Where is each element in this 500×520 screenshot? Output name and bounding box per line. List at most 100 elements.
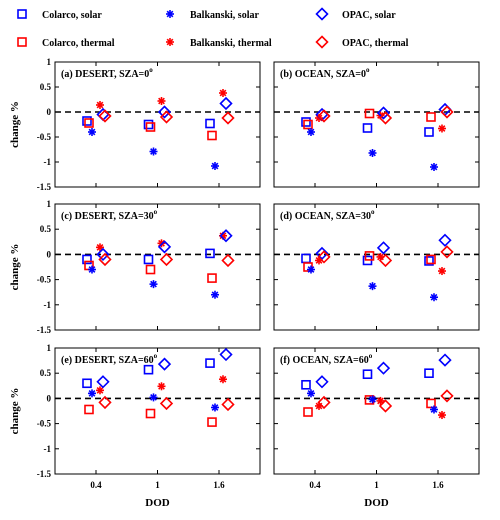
data-point xyxy=(88,389,96,398)
data-point xyxy=(440,389,454,403)
panel-title: (e) DESERT, SZA=60o xyxy=(61,352,158,366)
data-point xyxy=(368,282,377,291)
data-point xyxy=(378,111,393,125)
panel-title-superscript: o xyxy=(154,352,158,360)
legend-item: OPAC, thermal xyxy=(315,35,409,49)
legend-marker xyxy=(166,10,174,18)
panels: -1.5 -1 -0.5 0 0.5 1 (a) DESERT, SZA=0o change … xyxy=(9,57,480,509)
legend-label: Colarco, solar xyxy=(42,10,102,21)
data-point xyxy=(317,395,331,410)
data-point xyxy=(205,118,215,129)
panel: -1.5 -1 -0.5 0 0.5 1 (c) DESERT, SZA=30o change… xyxy=(9,199,261,335)
data-point xyxy=(211,162,219,170)
y-tick-label: -1 xyxy=(44,300,52,310)
data-point xyxy=(219,375,227,384)
legend-marker xyxy=(166,38,174,46)
data-point xyxy=(219,229,233,243)
x-axis-label: DOD xyxy=(364,497,389,509)
y-tick-label: -0.5 xyxy=(37,132,52,142)
data-point xyxy=(430,405,438,414)
x-tick-label: 1.6 xyxy=(432,480,444,490)
data-point xyxy=(317,109,331,123)
data-point xyxy=(376,361,391,375)
legend-item: OPAC, solar xyxy=(315,7,396,21)
y-tick-label: -0.5 xyxy=(37,275,52,285)
y-tick-label: -1.5 xyxy=(37,469,52,479)
data-point xyxy=(96,101,104,109)
data-point xyxy=(301,379,311,390)
panel-title-superscript: o xyxy=(149,66,153,74)
panel: 0.4 1 1.6 (f) OCEAN, SZA=60o DOD xyxy=(273,347,480,509)
data-point xyxy=(157,105,172,119)
data-point xyxy=(438,267,446,276)
data-point xyxy=(438,411,446,420)
data-point xyxy=(219,89,227,97)
x-tick-label: 1 xyxy=(374,480,379,490)
data-point xyxy=(424,368,434,379)
data-point xyxy=(426,254,436,265)
data-point xyxy=(98,252,112,267)
x-tick-label: 0.4 xyxy=(309,480,321,490)
data-point xyxy=(149,147,158,156)
data-point xyxy=(149,393,158,402)
data-point xyxy=(157,240,172,254)
data-point xyxy=(424,256,434,266)
panel: -1.5 -1 -0.5 0 0.5 1 0.4 1 1.6 (e) DESERT, SZA=60… xyxy=(9,343,261,509)
data-point xyxy=(303,407,313,417)
data-point xyxy=(221,111,235,125)
y-tick-label: 1 xyxy=(47,199,52,209)
data-point xyxy=(84,404,94,415)
y-tick-label: -1.5 xyxy=(37,182,52,192)
legend-item: Balkanski, solar xyxy=(166,10,259,21)
data-point xyxy=(315,246,329,261)
data-point xyxy=(207,273,217,283)
data-point xyxy=(362,123,373,133)
panel-title-superscript: o xyxy=(371,208,375,216)
legend: Colarco, solar Balkanski, solar OPAC, sola… xyxy=(17,7,409,49)
data-point xyxy=(96,247,110,262)
data-point xyxy=(88,265,96,274)
data-point xyxy=(317,250,331,264)
legend-label: Balkanski, thermal xyxy=(190,38,272,49)
data-point xyxy=(157,97,166,105)
legend-item: Balkanski, thermal xyxy=(166,38,272,49)
legend-marker xyxy=(17,9,27,19)
panel-title: (d) OCEAN, SZA=30o xyxy=(280,208,375,222)
data-point xyxy=(438,124,446,133)
data-point xyxy=(315,375,329,389)
y-tick-label: -1.5 xyxy=(37,325,52,335)
data-point xyxy=(96,107,110,122)
y-tick-label: 0.5 xyxy=(40,82,52,92)
data-point xyxy=(82,254,92,265)
data-point xyxy=(362,369,373,380)
data-point xyxy=(307,265,315,274)
data-point xyxy=(149,280,158,289)
data-point xyxy=(376,241,391,255)
data-point xyxy=(205,248,215,259)
data-point xyxy=(88,128,96,136)
data-point xyxy=(82,116,92,126)
legend-item: Colarco, solar xyxy=(17,9,102,21)
data-point xyxy=(430,163,438,171)
data-point xyxy=(424,127,434,137)
y-tick-label: 1 xyxy=(47,57,52,67)
y-tick-label: 0.5 xyxy=(40,224,52,234)
y-tick-label: -1 xyxy=(44,444,52,454)
data-point xyxy=(211,403,219,412)
data-point xyxy=(368,149,377,157)
y-tick-label: -0.5 xyxy=(37,419,52,429)
y-tick-label: 0 xyxy=(47,393,52,403)
x-tick-label: 1.6 xyxy=(213,480,225,490)
data-point xyxy=(211,290,219,299)
panel-title: (c) DESERT, SZA=30o xyxy=(61,208,158,222)
data-point xyxy=(364,108,375,119)
legend-label: OPAC, solar xyxy=(342,10,396,21)
data-point xyxy=(368,395,377,404)
data-point xyxy=(205,358,215,368)
data-point xyxy=(159,396,174,411)
panel-title-superscript: o xyxy=(369,352,373,360)
y-tick-label: -1 xyxy=(44,157,52,167)
y-axis-label: change % xyxy=(9,101,21,148)
data-point xyxy=(378,253,393,268)
data-point xyxy=(221,253,235,268)
